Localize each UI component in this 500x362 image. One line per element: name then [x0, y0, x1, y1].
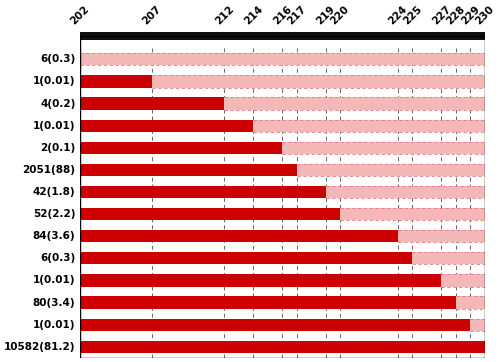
- Bar: [80, 230, 398, 242]
- Text: 1(0.01): 1(0.01): [33, 121, 76, 131]
- Bar: [80, 164, 296, 176]
- Bar: [441, 274, 484, 286]
- Text: 1(0.01): 1(0.01): [33, 275, 76, 286]
- Text: 212: 212: [213, 4, 236, 27]
- Text: 207: 207: [141, 4, 164, 27]
- Bar: [282, 142, 484, 154]
- Text: 219: 219: [314, 4, 337, 27]
- Text: 52(2.2): 52(2.2): [33, 209, 76, 219]
- Text: 6(0.3): 6(0.3): [40, 253, 76, 263]
- Bar: [80, 142, 282, 154]
- Text: 214: 214: [242, 4, 264, 27]
- Text: 217: 217: [286, 4, 308, 27]
- Text: 6(0.3): 6(0.3): [40, 54, 76, 64]
- Text: 1(0.01): 1(0.01): [33, 320, 76, 330]
- Text: 10582(81.2): 10582(81.2): [4, 342, 76, 352]
- Bar: [80, 296, 456, 309]
- Bar: [80, 186, 326, 198]
- Text: 80(3.4): 80(3.4): [33, 298, 76, 308]
- Bar: [80, 319, 470, 331]
- Bar: [470, 319, 484, 331]
- Bar: [456, 296, 484, 309]
- Bar: [80, 119, 254, 132]
- Text: 2(0.1): 2(0.1): [40, 143, 76, 153]
- Text: 4(0.2): 4(0.2): [40, 98, 76, 109]
- Bar: [80, 274, 441, 286]
- Text: 225: 225: [401, 4, 423, 27]
- Bar: [80, 32, 484, 40]
- Text: 228: 228: [444, 4, 467, 27]
- Bar: [80, 252, 412, 264]
- Bar: [80, 53, 484, 66]
- Bar: [80, 97, 225, 110]
- Bar: [254, 119, 484, 132]
- Bar: [326, 186, 484, 198]
- Bar: [412, 252, 484, 264]
- Bar: [224, 97, 484, 110]
- Text: 220: 220: [329, 4, 351, 27]
- Bar: [340, 208, 484, 220]
- Text: 230: 230: [474, 4, 496, 27]
- Bar: [80, 208, 340, 220]
- Text: 224: 224: [386, 4, 409, 27]
- Text: 1(0.01): 1(0.01): [33, 76, 76, 87]
- Text: 42(1.8): 42(1.8): [33, 187, 76, 197]
- Bar: [152, 75, 484, 88]
- Bar: [296, 164, 484, 176]
- Text: 227: 227: [430, 4, 452, 27]
- Text: 216: 216: [271, 4, 293, 27]
- Text: 202: 202: [68, 4, 91, 27]
- Text: 229: 229: [459, 4, 481, 27]
- Text: 84(3.6): 84(3.6): [33, 231, 76, 241]
- Bar: [398, 230, 484, 242]
- Bar: [80, 75, 152, 88]
- Bar: [80, 341, 484, 353]
- Text: 2051(88): 2051(88): [22, 165, 76, 175]
